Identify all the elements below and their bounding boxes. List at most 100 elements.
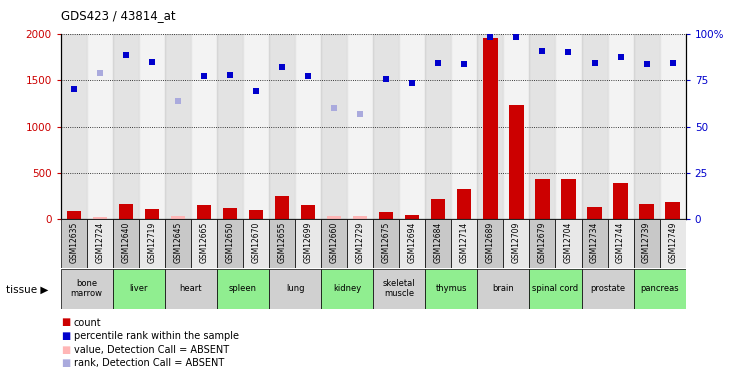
Bar — [164, 269, 217, 309]
Bar — [659, 219, 686, 268]
Bar — [504, 219, 529, 268]
Text: GSM12739: GSM12739 — [642, 222, 651, 263]
Bar — [561, 178, 575, 219]
Text: GSM12665: GSM12665 — [200, 222, 208, 263]
Bar — [269, 219, 295, 268]
Bar — [249, 210, 263, 219]
Bar — [425, 269, 477, 309]
Text: GDS423 / 43814_at: GDS423 / 43814_at — [61, 9, 175, 22]
Bar — [93, 217, 107, 219]
Bar — [483, 38, 498, 219]
Text: GSM12734: GSM12734 — [590, 222, 599, 263]
Text: percentile rank within the sample: percentile rank within the sample — [74, 331, 239, 341]
Bar — [87, 219, 113, 268]
Text: GSM12744: GSM12744 — [616, 222, 625, 263]
Bar — [113, 219, 139, 268]
Bar — [640, 204, 654, 219]
Bar — [665, 202, 680, 219]
Bar — [425, 219, 451, 268]
Text: GSM12670: GSM12670 — [251, 222, 260, 263]
Text: bone
marrow: bone marrow — [71, 279, 103, 298]
Text: GSM12679: GSM12679 — [538, 222, 547, 263]
Text: value, Detection Call = ABSENT: value, Detection Call = ABSENT — [74, 345, 229, 354]
Bar — [61, 269, 113, 309]
Bar — [510, 105, 523, 219]
Text: GSM12650: GSM12650 — [225, 222, 235, 263]
Text: brain: brain — [493, 284, 515, 293]
Bar — [347, 219, 373, 268]
Bar — [613, 183, 628, 219]
Bar — [556, 34, 582, 219]
Bar — [504, 34, 529, 219]
Text: spinal cord: spinal cord — [532, 284, 578, 293]
Bar — [243, 34, 269, 219]
Bar — [269, 269, 321, 309]
Bar — [269, 34, 295, 219]
Bar — [373, 34, 399, 219]
Text: GSM12699: GSM12699 — [303, 222, 313, 263]
Bar — [582, 269, 634, 309]
Bar — [197, 205, 211, 219]
Bar — [373, 269, 425, 309]
Bar — [556, 219, 582, 268]
Bar — [223, 208, 237, 219]
Bar — [301, 205, 315, 219]
Text: spleen: spleen — [229, 284, 257, 293]
Bar — [347, 34, 373, 219]
Bar — [451, 34, 477, 219]
Text: thymus: thymus — [436, 284, 467, 293]
Bar — [61, 219, 87, 268]
Text: prostate: prostate — [590, 284, 625, 293]
Bar — [321, 269, 373, 309]
Text: GSM12694: GSM12694 — [408, 222, 417, 263]
Bar — [431, 199, 445, 219]
Bar — [139, 219, 165, 268]
Text: GSM12719: GSM12719 — [148, 222, 156, 263]
Text: GSM12635: GSM12635 — [69, 222, 78, 263]
Bar — [191, 219, 217, 268]
Bar — [425, 34, 451, 219]
Bar — [164, 219, 191, 268]
Text: ■: ■ — [61, 358, 70, 368]
Bar — [659, 34, 686, 219]
Text: GSM12729: GSM12729 — [356, 222, 365, 263]
Text: GSM12709: GSM12709 — [512, 222, 521, 263]
Bar — [634, 219, 659, 268]
Bar — [87, 34, 113, 219]
Bar — [321, 34, 347, 219]
Bar — [477, 219, 504, 268]
Bar — [477, 34, 504, 219]
Text: rank, Detection Call = ABSENT: rank, Detection Call = ABSENT — [74, 358, 224, 368]
Text: GSM12640: GSM12640 — [121, 222, 130, 263]
Bar — [275, 196, 289, 219]
Text: kidney: kidney — [333, 284, 361, 293]
Bar — [607, 34, 634, 219]
Bar — [634, 269, 686, 309]
Bar — [399, 34, 425, 219]
Bar — [405, 215, 420, 219]
Bar — [191, 34, 217, 219]
Text: tissue ▶: tissue ▶ — [6, 285, 48, 294]
Bar — [164, 34, 191, 219]
Bar — [295, 34, 321, 219]
Bar — [451, 219, 477, 268]
Text: ■: ■ — [61, 318, 70, 327]
Text: heart: heart — [180, 284, 202, 293]
Bar — [353, 216, 367, 219]
Text: lung: lung — [286, 284, 304, 293]
Text: liver: liver — [129, 284, 148, 293]
Bar — [529, 269, 582, 309]
Bar — [118, 204, 133, 219]
Text: GSM12689: GSM12689 — [486, 222, 495, 263]
Bar — [529, 219, 556, 268]
Text: GSM12684: GSM12684 — [433, 222, 443, 263]
Text: GSM12724: GSM12724 — [95, 222, 105, 263]
Bar — [529, 34, 556, 219]
Bar — [67, 211, 81, 219]
Bar — [477, 269, 529, 309]
Bar — [145, 209, 159, 219]
Bar — [607, 219, 634, 268]
Text: GSM12645: GSM12645 — [173, 222, 182, 263]
Bar — [217, 269, 269, 309]
Bar — [295, 219, 321, 268]
